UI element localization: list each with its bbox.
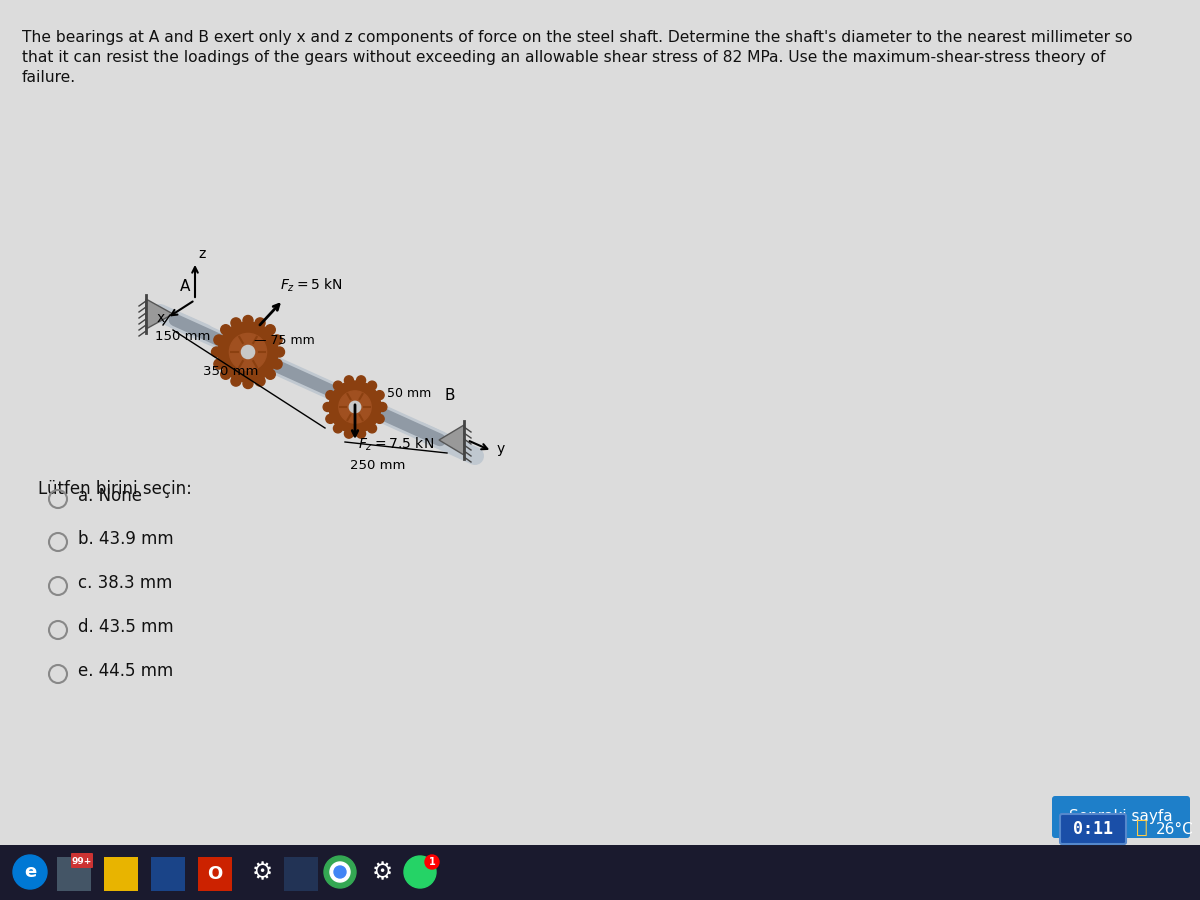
FancyBboxPatch shape [284,857,318,891]
Text: 0:11: 0:11 [1073,820,1114,838]
Text: $F_z = 5$ kN: $F_z = 5$ kN [280,277,343,294]
FancyBboxPatch shape [58,857,91,891]
Text: Sonraki sayfa: Sonraki sayfa [1069,809,1172,824]
Circle shape [242,379,253,389]
Circle shape [324,856,356,888]
Circle shape [356,429,366,438]
Circle shape [367,424,377,433]
Text: 150 mm: 150 mm [155,330,210,343]
Circle shape [256,376,265,386]
Text: x: x [157,311,166,325]
Circle shape [329,381,382,433]
Text: that it can resist the loadings of the gears without exceeding an allowable shea: that it can resist the loadings of the g… [22,50,1105,65]
Text: 1: 1 [428,857,436,867]
FancyBboxPatch shape [1052,796,1190,838]
Text: z: z [198,247,205,261]
Circle shape [214,335,224,345]
Circle shape [221,369,230,379]
Circle shape [326,414,335,423]
Text: ⚙: ⚙ [372,860,392,884]
Circle shape [376,391,384,400]
Circle shape [425,855,439,869]
Circle shape [334,381,342,390]
Text: $F_z = 7.5$ kN: $F_z = 7.5$ kN [358,436,434,454]
Text: b. 43.9 mm: b. 43.9 mm [78,530,174,548]
Circle shape [241,346,254,358]
Circle shape [221,325,230,335]
Circle shape [404,856,436,888]
Circle shape [218,322,278,382]
Text: Lütfen birini seçin:: Lütfen birini seçin: [38,480,192,498]
Circle shape [334,866,346,878]
Text: failure.: failure. [22,70,76,85]
Circle shape [344,429,354,438]
Circle shape [275,347,284,357]
Circle shape [13,855,47,889]
Text: The bearings at A and B exert only x and z components of force on the steel shaf: The bearings at A and B exert only x and… [22,30,1133,45]
Circle shape [272,359,282,369]
Text: A: A [180,279,190,294]
FancyBboxPatch shape [1060,814,1126,844]
Text: a. None: a. None [78,487,142,505]
Circle shape [323,402,332,411]
FancyBboxPatch shape [198,857,232,891]
Circle shape [378,402,386,411]
Circle shape [256,318,265,328]
Text: 26°C: 26°C [1156,822,1194,836]
Circle shape [334,424,342,433]
Circle shape [265,325,275,335]
Text: 350 mm: 350 mm [203,365,258,378]
Text: ⚙: ⚙ [252,860,272,884]
Circle shape [326,391,335,400]
Circle shape [214,359,224,369]
Circle shape [229,333,266,371]
FancyBboxPatch shape [0,845,1200,900]
Polygon shape [146,299,173,329]
Text: — 75 mm: — 75 mm [254,334,314,347]
Circle shape [230,318,241,328]
FancyBboxPatch shape [71,853,94,868]
Text: c. 38.3 mm: c. 38.3 mm [78,574,173,592]
Circle shape [338,391,371,423]
Circle shape [272,335,282,345]
Text: e: e [24,863,36,881]
Text: d. 43.5 mm: d. 43.5 mm [78,618,174,636]
Circle shape [367,381,377,390]
Text: y: y [497,442,505,456]
Text: B: B [445,388,455,403]
Text: 50 mm: 50 mm [386,387,431,400]
Text: ⛅: ⛅ [1136,817,1148,836]
FancyBboxPatch shape [104,857,138,891]
Circle shape [265,369,275,379]
Circle shape [211,347,222,357]
Text: O: O [208,865,223,883]
Text: 99+: 99+ [72,857,92,866]
Circle shape [356,376,366,385]
Circle shape [242,316,253,326]
Circle shape [344,376,354,385]
FancyBboxPatch shape [151,857,185,891]
Polygon shape [439,425,464,455]
Circle shape [349,401,361,413]
Circle shape [376,414,384,423]
Text: e. 44.5 mm: e. 44.5 mm [78,662,173,680]
Circle shape [330,862,350,882]
Text: 250 mm: 250 mm [350,459,406,472]
Circle shape [230,376,241,386]
FancyBboxPatch shape [0,0,1200,845]
